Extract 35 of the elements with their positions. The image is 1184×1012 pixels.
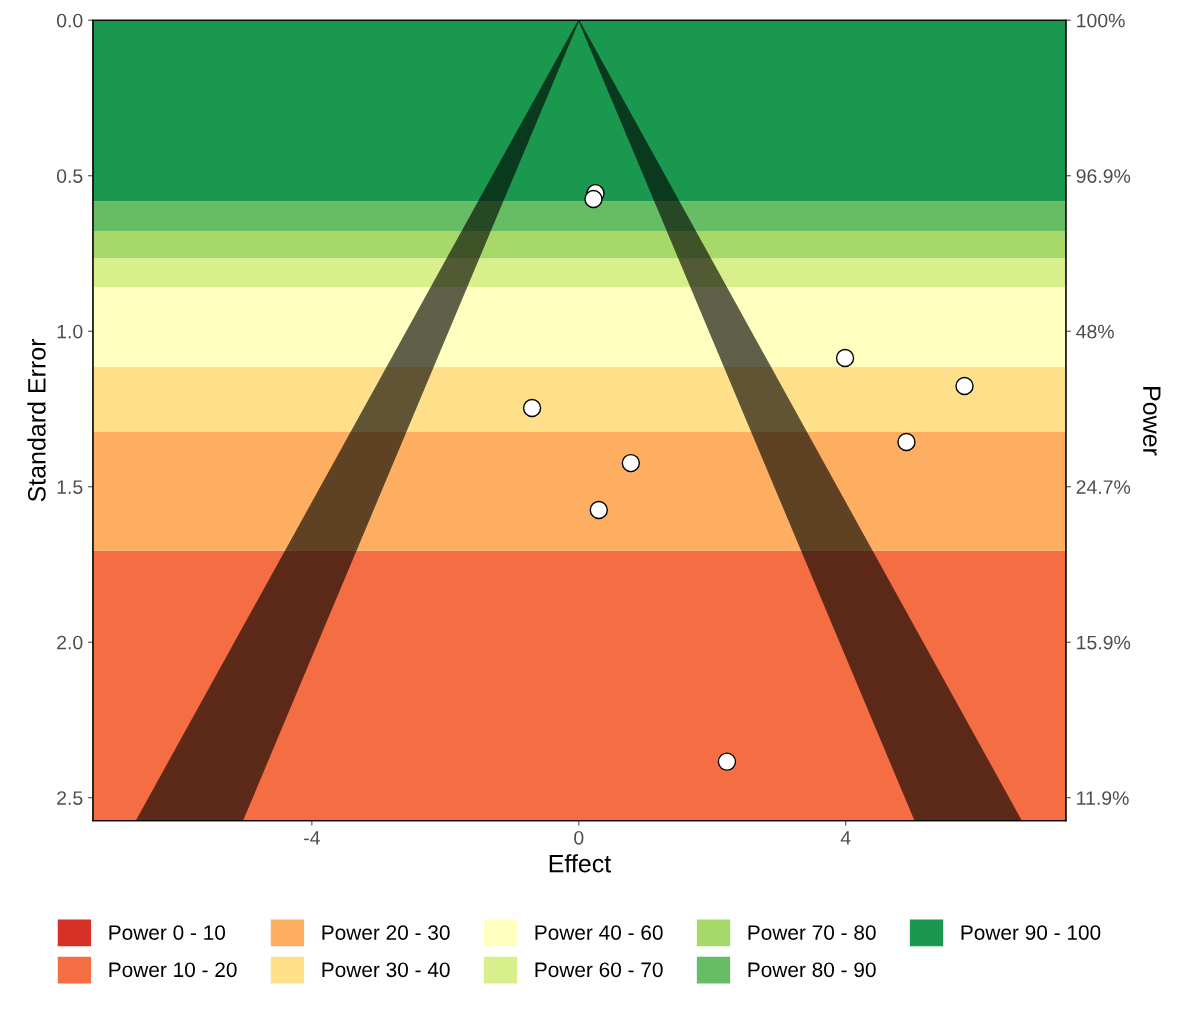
category-label: 24.7%	[1076, 480, 1131, 494]
x-tick-label: 0	[574, 830, 584, 845]
category-label: 48%	[1076, 324, 1114, 339]
y-tick-label: 1.0	[57, 324, 83, 339]
y-tick-label: 1.5	[57, 480, 83, 494]
legend-label: Power 30 - 40	[322, 962, 450, 978]
point	[522, 398, 542, 418]
point	[897, 432, 916, 452]
legend-label: Power 10 - 20	[109, 962, 237, 978]
point	[589, 500, 609, 520]
category-label: 15.9%	[1077, 635, 1131, 650]
legend-label: Power 20 - 30	[322, 925, 450, 940]
legend-label: Power 60 - 70	[535, 962, 663, 978]
point	[955, 376, 974, 396]
legend-label: Power 40 - 60	[535, 925, 663, 940]
x-axis-title: Effect	[549, 854, 612, 873]
point	[717, 752, 737, 771]
text: Power 0 - 10	[109, 925, 226, 940]
category-label: 100%	[1077, 13, 1125, 28]
point	[584, 189, 603, 209]
x-tick-label: 4	[840, 831, 851, 845]
x-tick-label: -4	[304, 831, 320, 845]
legend-label: Power 80 - 90	[748, 962, 876, 978]
y-axis-title: Standard Error	[27, 338, 46, 502]
legend-label: Power 70 - 80	[748, 925, 876, 940]
y2-axis-title: Power	[1143, 387, 1161, 456]
y-tick-label: 0.0	[56, 13, 83, 28]
category-label: 96.9%	[1076, 169, 1131, 183]
legend-label: Power 90 - 100	[961, 925, 1101, 940]
category-label: 11.9%	[1077, 791, 1129, 805]
point	[621, 453, 641, 473]
y-tick-label: 0.5	[56, 169, 83, 183]
y-tick-label: 2.5	[57, 791, 83, 805]
point	[835, 348, 855, 368]
y-tick-label: 2.0	[57, 635, 83, 650]
